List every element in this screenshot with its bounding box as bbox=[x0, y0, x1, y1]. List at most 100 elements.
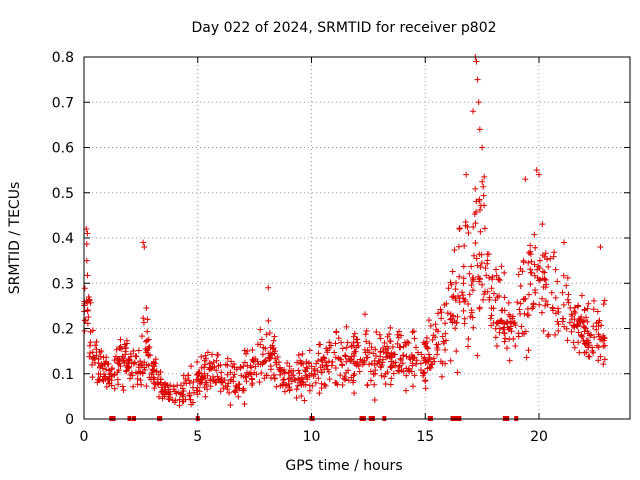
data-point bbox=[343, 358, 350, 365]
data-point bbox=[94, 376, 101, 383]
data-point bbox=[224, 362, 231, 369]
data-point bbox=[493, 343, 500, 350]
data-point bbox=[207, 383, 214, 390]
data-point bbox=[569, 313, 576, 320]
data-point bbox=[269, 346, 276, 353]
data-point bbox=[421, 354, 428, 361]
data-point bbox=[144, 345, 151, 352]
data-point bbox=[272, 375, 279, 382]
data-point bbox=[362, 331, 369, 338]
data-point bbox=[85, 313, 92, 320]
data-point bbox=[367, 368, 374, 375]
data-point bbox=[253, 371, 260, 378]
data-point bbox=[454, 313, 461, 320]
data-point bbox=[266, 329, 273, 336]
data-point bbox=[398, 356, 405, 363]
data-point bbox=[130, 347, 137, 354]
data-point bbox=[324, 366, 331, 373]
data-point bbox=[525, 347, 532, 354]
data-point bbox=[206, 366, 213, 373]
data-point bbox=[195, 375, 202, 382]
data-point bbox=[544, 301, 551, 308]
data-point bbox=[134, 381, 141, 388]
data-point bbox=[567, 305, 574, 312]
data-point bbox=[176, 402, 183, 409]
data-point bbox=[233, 383, 240, 390]
data-point bbox=[144, 316, 151, 323]
data-point bbox=[167, 382, 174, 389]
data-point bbox=[338, 356, 345, 363]
data-point-peak bbox=[84, 230, 91, 237]
data-point bbox=[332, 340, 339, 347]
data-point bbox=[347, 357, 354, 364]
data-point bbox=[316, 390, 323, 397]
data-point-peak bbox=[597, 244, 604, 251]
data-point bbox=[198, 372, 205, 379]
data-point bbox=[452, 286, 459, 293]
data-point bbox=[403, 387, 410, 394]
data-point bbox=[241, 400, 248, 407]
data-point bbox=[97, 353, 104, 360]
data-point bbox=[507, 318, 514, 325]
data-point bbox=[241, 347, 248, 354]
data-point bbox=[263, 331, 270, 338]
data-point bbox=[477, 228, 484, 235]
data-point bbox=[100, 354, 107, 361]
data-point bbox=[465, 343, 472, 350]
data-point bbox=[388, 375, 395, 382]
data-point bbox=[570, 322, 577, 329]
data-point bbox=[119, 353, 126, 360]
data-point bbox=[213, 357, 220, 364]
data-point bbox=[454, 293, 461, 300]
data-point bbox=[106, 367, 113, 374]
x-tick-label: 15 bbox=[416, 429, 434, 445]
data-point bbox=[277, 367, 284, 374]
data-point bbox=[456, 299, 463, 306]
data-point bbox=[321, 381, 328, 388]
data-point bbox=[250, 358, 257, 365]
data-point bbox=[454, 369, 461, 376]
data-point bbox=[430, 355, 437, 362]
data-point bbox=[315, 375, 322, 382]
data-point bbox=[409, 329, 416, 336]
data-point bbox=[581, 307, 588, 314]
data-point bbox=[470, 224, 477, 231]
data-point bbox=[149, 366, 156, 373]
data-point bbox=[155, 393, 162, 400]
data-point bbox=[333, 329, 340, 336]
data-point bbox=[186, 392, 193, 399]
data-point bbox=[170, 383, 177, 390]
data-point bbox=[103, 383, 110, 390]
data-point bbox=[123, 367, 130, 374]
data-point bbox=[601, 356, 608, 363]
data-point bbox=[295, 367, 302, 374]
data-point bbox=[488, 305, 495, 312]
data-point bbox=[137, 358, 144, 365]
data-point bbox=[248, 375, 255, 382]
data-point bbox=[472, 239, 479, 246]
data-point bbox=[539, 309, 546, 316]
data-point bbox=[350, 333, 357, 340]
data-point bbox=[505, 299, 512, 306]
data-point bbox=[394, 367, 401, 374]
data-point bbox=[583, 349, 590, 356]
data-point bbox=[600, 301, 607, 308]
data-point bbox=[277, 364, 284, 371]
data-point bbox=[202, 352, 209, 359]
data-point bbox=[565, 299, 572, 306]
data-point bbox=[383, 354, 390, 361]
data-point bbox=[555, 308, 562, 315]
data-point bbox=[481, 173, 488, 180]
data-point bbox=[480, 296, 487, 303]
data-point bbox=[338, 339, 345, 346]
data-point bbox=[190, 378, 197, 385]
data-point bbox=[468, 307, 475, 314]
data-point bbox=[324, 347, 331, 354]
data-point bbox=[306, 347, 313, 354]
data-point bbox=[217, 388, 224, 395]
data-point bbox=[512, 343, 519, 350]
data-point bbox=[258, 336, 265, 343]
data-point bbox=[325, 358, 332, 365]
data-point-peak bbox=[479, 144, 486, 151]
data-point bbox=[310, 373, 317, 380]
